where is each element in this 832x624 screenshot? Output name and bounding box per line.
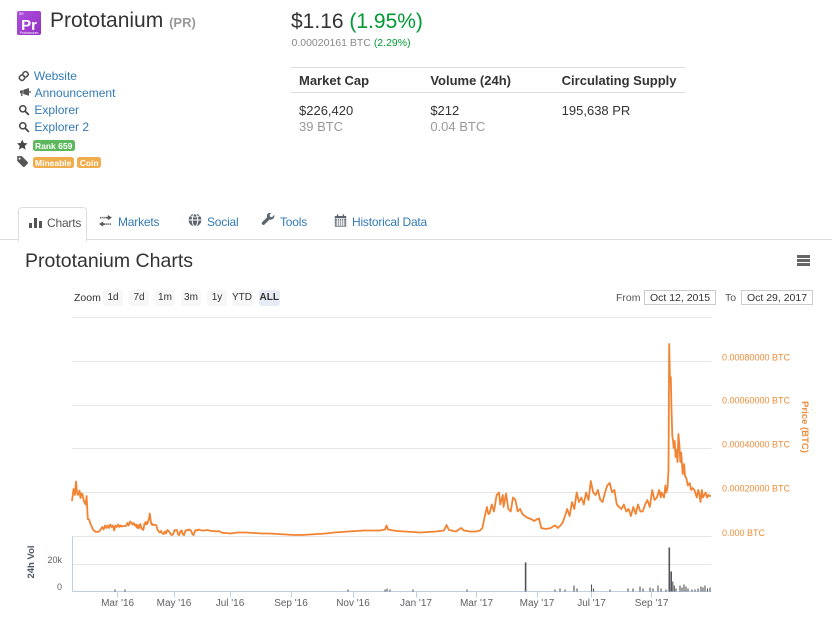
svg-text:Sep '17: Sep '17 [635,598,669,609]
svg-text:0.00060000 BTC: 0.00060000 BTC [722,396,791,406]
svg-text:Mar '16: Mar '16 [101,598,134,609]
svg-text:Jan '17: Jan '17 [400,598,432,609]
svg-text:Jul '17: Jul '17 [577,598,606,609]
svg-text:Mar '17: Mar '17 [460,598,493,609]
svg-text:Price (BTC): Price (BTC) [799,401,810,453]
svg-text:Nov '16: Nov '16 [336,598,370,609]
svg-text:0.00040000 BTC: 0.00040000 BTC [722,440,791,450]
svg-text:24h Vol: 24h Vol [26,545,37,578]
svg-text:May '16: May '16 [157,598,192,609]
svg-text:Jul '16: Jul '16 [216,598,245,609]
svg-text:0: 0 [57,582,62,592]
svg-text:May '17: May '17 [520,598,555,609]
svg-text:Sep '16: Sep '16 [274,598,308,609]
svg-text:0.00080000 BTC: 0.00080000 BTC [722,353,791,363]
svg-text:0.00020000 BTC: 0.00020000 BTC [722,484,791,494]
svg-text:0.000 BTC: 0.000 BTC [722,528,766,538]
svg-text:20k: 20k [47,555,62,565]
